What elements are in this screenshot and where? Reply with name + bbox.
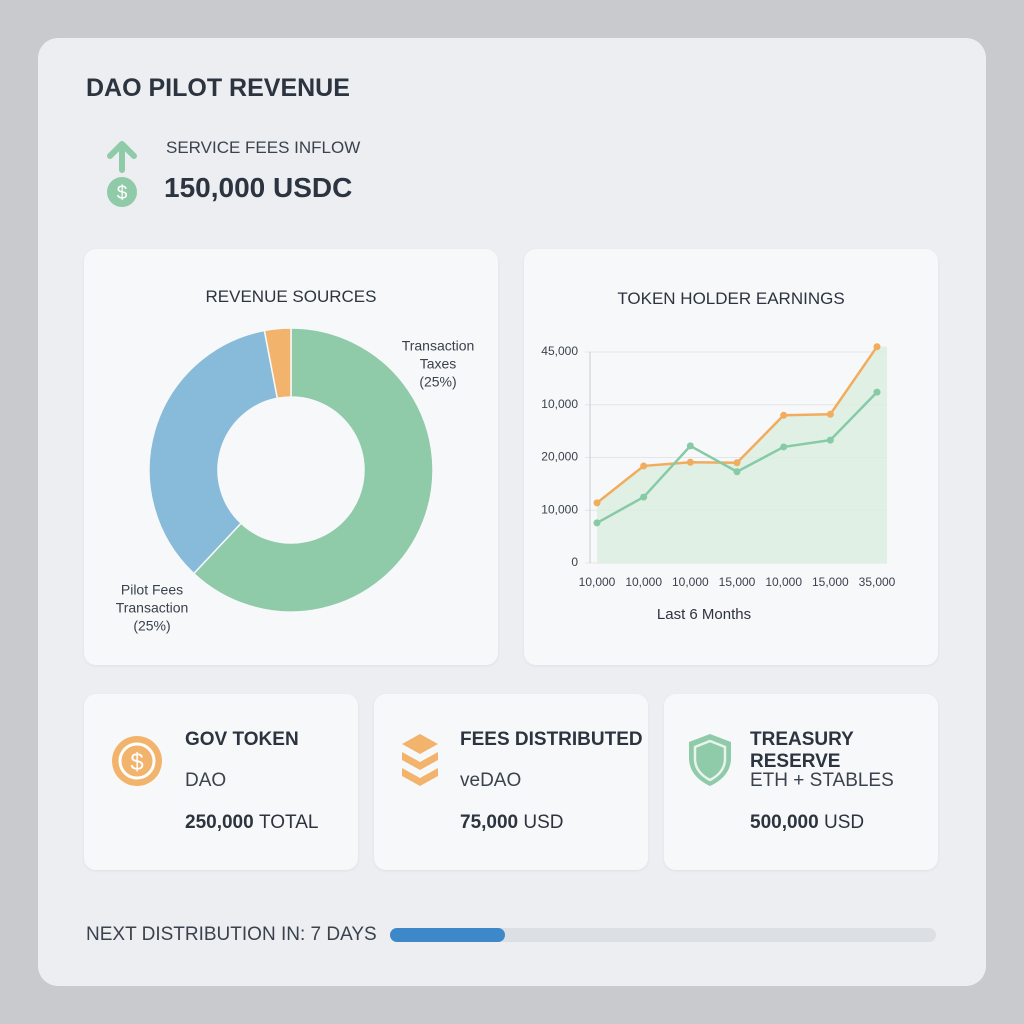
annotation: (25%) (133, 618, 170, 634)
point (826, 410, 834, 418)
card-unit: USD (823, 812, 865, 833)
card-subtitle: veDAO (460, 770, 522, 791)
x-tick-label: 10,000 (672, 575, 709, 589)
point (733, 459, 741, 467)
x-axis-label: Last 6 Months (656, 606, 752, 623)
y-tick-label: 0 (571, 555, 578, 569)
svg-text:$: $ (130, 749, 143, 776)
inflow-icon: $ (107, 141, 137, 207)
point (873, 388, 881, 396)
area (597, 346, 887, 563)
card-value: 500,000 (750, 812, 819, 833)
card-title: GOV TOKEN (185, 729, 299, 750)
y-tick-label: 45,000 (541, 344, 578, 358)
card-value-row: 250,000 TOTAL (185, 812, 318, 834)
donut-slice (192, 327, 434, 613)
point (826, 436, 834, 444)
card-value-row: 75,000 USD (460, 812, 564, 834)
point (686, 458, 694, 466)
point (733, 468, 741, 476)
card-title: FEES DISTRIBUTED (460, 729, 643, 750)
x-tick-label: 10,000 (579, 575, 616, 589)
coin-icon: $ (112, 736, 162, 786)
x-tick-label: 15,000 (812, 575, 849, 589)
card-subtitle: ETH + STABLES (750, 770, 894, 791)
card-unit: TOTAL (258, 812, 319, 833)
donut-slice (263, 327, 292, 400)
x-tick-label: 15,000 (719, 575, 756, 589)
annotation: Transaction (402, 338, 475, 354)
donut-slice (148, 329, 279, 575)
point (780, 411, 788, 419)
card-value: 75,000 (460, 812, 519, 833)
x-tick-label: 10,000 (625, 575, 662, 589)
progress-track (390, 928, 936, 942)
footer-label: NEXT DISTRIBUTION IN: 7 DAYS (86, 924, 377, 945)
annotation: Taxes (420, 356, 457, 372)
card-title: TREASURY RESERVE (750, 729, 854, 772)
card-unit: USD (523, 812, 564, 833)
point (593, 519, 601, 527)
point (640, 493, 648, 501)
x-tick-label: 35,000 (859, 575, 896, 589)
point (686, 442, 694, 450)
y-tick-label: 10,000 (541, 397, 578, 411)
title: DAO PILOT REVENUE (86, 74, 350, 102)
chart-title: REVENUE SOURCES (205, 287, 377, 306)
point (780, 443, 788, 451)
point (640, 462, 648, 470)
y-tick-label: 10,000 (541, 502, 578, 516)
stack-icon (402, 734, 438, 786)
annotation: (25%) (419, 374, 456, 390)
point (873, 343, 881, 351)
point (593, 499, 601, 507)
y-tick-label: 20,000 (541, 450, 578, 464)
annotation: Transaction (116, 600, 189, 616)
card-value-row: 500,000 USD (750, 812, 864, 834)
inflow-label: SERVICE FEES INFLOW (166, 138, 361, 157)
card-value: 250,000 (185, 812, 254, 833)
card-subtitle: DAO (185, 770, 227, 791)
inflow-value: 150,000 USDC (164, 172, 353, 203)
shield-icon (689, 734, 731, 786)
progress-bar (390, 928, 505, 942)
x-tick-label: 10,000 (765, 575, 802, 589)
svg-text:$: $ (117, 183, 128, 204)
chart-title: TOKEN HOLDER EARNINGS (617, 289, 845, 308)
annotation: Pilot Fees (121, 582, 183, 598)
